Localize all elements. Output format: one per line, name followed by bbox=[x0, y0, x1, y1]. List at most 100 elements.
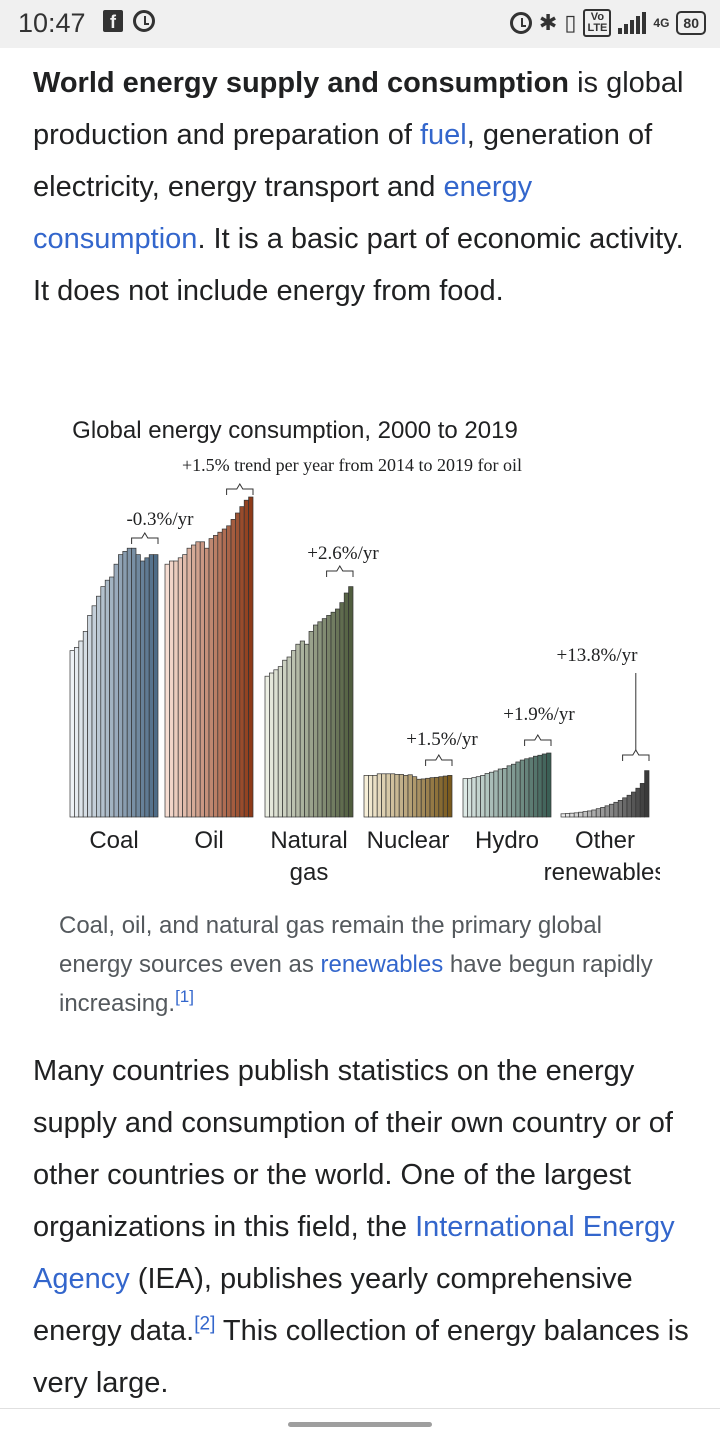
bar-nuclear-2002 bbox=[372, 775, 378, 818]
bar-nuclear-2000 bbox=[363, 775, 369, 818]
bar-hydro-2016 bbox=[533, 755, 539, 818]
bar-hydro-2008 bbox=[497, 768, 503, 818]
alarm-icon bbox=[133, 10, 155, 32]
bar-coal-2000 bbox=[69, 650, 75, 818]
body-paragraph: Many countries publish statistics on the… bbox=[33, 1055, 689, 1399]
trend-bracket bbox=[226, 483, 254, 495]
trend-bracket bbox=[326, 565, 354, 577]
bar-nuclear-2013 bbox=[420, 778, 426, 818]
battery-icon: 80 bbox=[676, 11, 706, 35]
bar-natural-gas-2010 bbox=[308, 631, 314, 818]
bar-oil-2012 bbox=[217, 531, 223, 818]
energy-chart-figure[interactable]: Global energy consumption, 2000 to 2019 +… bbox=[60, 405, 660, 885]
bar-coal-2005 bbox=[91, 605, 97, 818]
bar-oil-2018 bbox=[243, 499, 249, 818]
bar-other-renewables-2007 bbox=[591, 809, 597, 818]
bar-coal-2003 bbox=[82, 631, 88, 818]
bar-nuclear-2011 bbox=[412, 776, 418, 818]
bar-coal-2015 bbox=[135, 554, 141, 818]
bar-nuclear-2018 bbox=[442, 775, 448, 818]
trend-label: +2.6%/yr bbox=[307, 543, 379, 564]
bar-natural-gas-2004 bbox=[282, 659, 288, 818]
energy-consumption-link[interactable]: energy consumption bbox=[33, 171, 533, 255]
bar-hydro-2007 bbox=[493, 770, 499, 818]
category-label: renewables bbox=[544, 859, 660, 885]
bar-natural-gas-2017 bbox=[339, 602, 345, 818]
bar-natural-gas-2015 bbox=[330, 611, 336, 818]
bar-nuclear-2007 bbox=[394, 774, 400, 818]
bar-coal-2009 bbox=[109, 576, 115, 818]
bar-natural-gas-2016 bbox=[335, 608, 341, 818]
bar-hydro-2018 bbox=[541, 753, 547, 818]
bar-natural-gas-2005 bbox=[286, 656, 292, 818]
bar-hydro-2012 bbox=[515, 761, 521, 818]
nav-divider bbox=[0, 1408, 720, 1409]
bar-coal-2004 bbox=[87, 615, 93, 818]
bar-nuclear-2008 bbox=[398, 774, 404, 818]
bar-hydro-2013 bbox=[519, 759, 525, 818]
bar-other-renewables-2014 bbox=[622, 797, 628, 818]
trend-label: -0.3%/yr bbox=[126, 509, 194, 530]
bar-hydro-2003 bbox=[475, 776, 481, 818]
bar-other-renewables-2018 bbox=[639, 783, 645, 818]
citation-1[interactable]: [1] bbox=[175, 987, 194, 1006]
bar-natural-gas-2006 bbox=[291, 650, 297, 818]
iea-link[interactable]: International Energy Agency bbox=[33, 1211, 675, 1295]
bar-nuclear-2017 bbox=[438, 776, 444, 818]
bar-nuclear-2003 bbox=[376, 773, 382, 818]
bar-other-renewables-2019 bbox=[644, 770, 650, 818]
bar-coal-2007 bbox=[100, 586, 106, 818]
bar-natural-gas-2002 bbox=[273, 669, 279, 818]
bar-nuclear-2009 bbox=[403, 775, 409, 818]
bar-hydro-2017 bbox=[537, 754, 543, 818]
bar-coal-2013 bbox=[126, 547, 132, 818]
bar-oil-2019 bbox=[248, 496, 254, 818]
bar-coal-2001 bbox=[74, 647, 80, 818]
status-left-icons: f bbox=[103, 10, 155, 32]
bar-oil-2005 bbox=[186, 547, 192, 818]
volte-icon: Vo LTE bbox=[583, 9, 612, 37]
bar-coal-2017 bbox=[144, 557, 150, 818]
status-right-icons: ✱ ▯ Vo LTE 4G 80 bbox=[509, 9, 706, 37]
category-label: Oil bbox=[194, 827, 223, 854]
bar-hydro-2004 bbox=[480, 775, 486, 818]
bar-coal-2010 bbox=[113, 563, 119, 818]
energy-chart: Global energy consumption, 2000 to 2019 +… bbox=[69, 417, 660, 885]
bar-hydro-2002 bbox=[471, 777, 477, 818]
bar-natural-gas-2007 bbox=[295, 643, 301, 818]
bar-coal-2008 bbox=[104, 579, 110, 818]
bar-other-renewables-2004 bbox=[578, 811, 584, 818]
bar-natural-gas-2011 bbox=[313, 624, 319, 818]
bar-nuclear-2016 bbox=[434, 776, 440, 818]
alarm-icon bbox=[509, 12, 532, 34]
bar-natural-gas-2012 bbox=[317, 621, 323, 818]
bar-other-renewables-2016 bbox=[631, 791, 637, 818]
bar-natural-gas-2009 bbox=[304, 643, 310, 818]
bar-coal-2018 bbox=[148, 554, 154, 818]
bar-other-renewables-2001 bbox=[565, 813, 571, 818]
bar-oil-2011 bbox=[213, 535, 219, 818]
status-time: 10:47 bbox=[18, 8, 86, 38]
bar-nuclear-2001 bbox=[368, 775, 374, 818]
bar-hydro-2006 bbox=[489, 771, 495, 818]
article-term: World energy supply and consumption bbox=[33, 67, 570, 99]
bar-coal-2019 bbox=[153, 554, 159, 818]
home-indicator[interactable] bbox=[288, 1422, 432, 1427]
category-label: Other bbox=[575, 827, 635, 854]
bar-natural-gas-2008 bbox=[299, 640, 305, 818]
bar-oil-2009 bbox=[204, 547, 210, 818]
bar-hydro-2015 bbox=[528, 757, 534, 818]
bar-coal-2016 bbox=[140, 560, 146, 818]
bar-hydro-2010 bbox=[506, 765, 512, 818]
fuel-link[interactable]: fuel bbox=[419, 119, 467, 151]
bar-natural-gas-2003 bbox=[277, 666, 283, 818]
facebook-icon: f bbox=[103, 10, 123, 32]
renewables-link[interactable]: renewables bbox=[320, 951, 444, 978]
citation-2[interactable]: [2] bbox=[194, 1313, 216, 1335]
status-bar: 10:47 f ✱ ▯ Vo LTE 4G 80 bbox=[0, 0, 720, 48]
bar-oil-2007 bbox=[195, 541, 201, 818]
bluetooth-icon: ✱ bbox=[538, 10, 558, 35]
bar-oil-2017 bbox=[239, 506, 245, 818]
bar-nuclear-2012 bbox=[416, 778, 422, 818]
vibrate-icon: ▯ bbox=[564, 10, 577, 35]
